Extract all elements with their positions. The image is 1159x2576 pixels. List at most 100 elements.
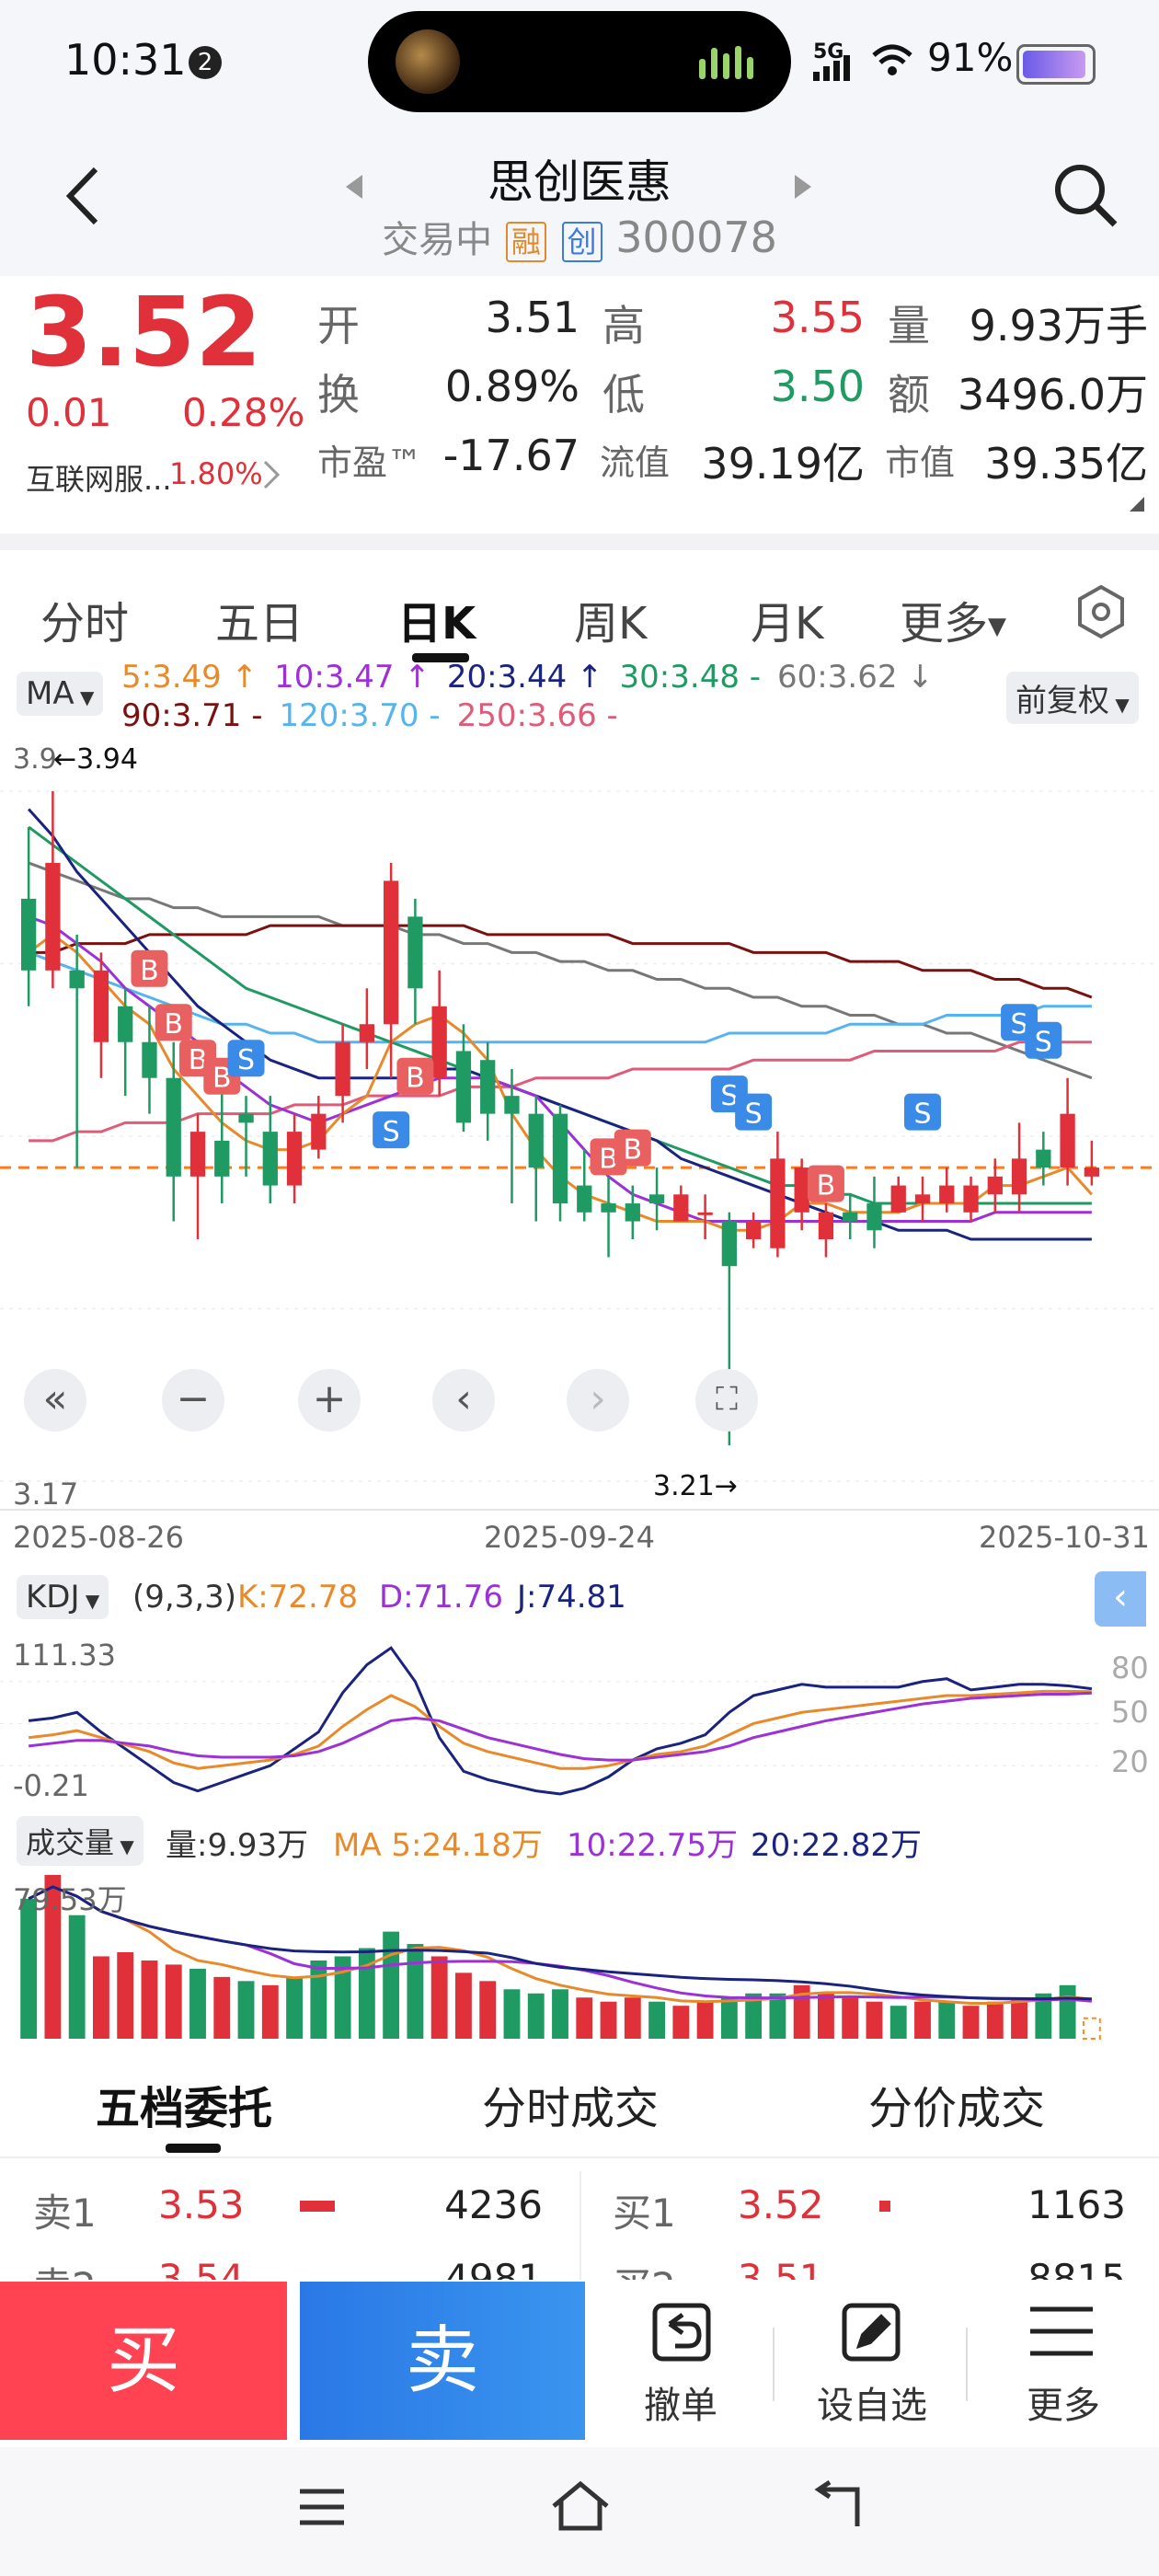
candle bbox=[142, 1041, 157, 1078]
low-marker-label: 3.21→ bbox=[653, 1470, 738, 1502]
candle bbox=[118, 1006, 133, 1042]
signal-letter: B bbox=[212, 1063, 232, 1095]
candle bbox=[455, 1051, 472, 1123]
buy1-bar bbox=[879, 2201, 890, 2212]
signal-badge bbox=[735, 1093, 773, 1131]
volume-chart[interactable] bbox=[0, 1868, 1159, 2042]
media-thumbnail bbox=[396, 29, 460, 94]
ma-legend-item-1: 10:3.47 ↑ bbox=[274, 659, 430, 696]
tab-monthly-k[interactable]: 月K bbox=[751, 598, 824, 650]
volume-bar bbox=[624, 1997, 641, 2039]
candle bbox=[407, 916, 423, 989]
signal-badge bbox=[1025, 1021, 1062, 1059]
divider bbox=[773, 2328, 775, 2401]
fullscreen-button[interactable]: ⛶ bbox=[695, 1369, 758, 1432]
undo-order-icon[interactable] bbox=[649, 2300, 714, 2364]
kdj-chart[interactable] bbox=[0, 1628, 1159, 1803]
signal-letter: S bbox=[1011, 1008, 1028, 1041]
divider bbox=[0, 1509, 1159, 1511]
signal-badge bbox=[373, 1111, 410, 1149]
volume-bar bbox=[552, 1989, 568, 2039]
volume-bar bbox=[986, 2001, 1004, 2039]
volume-bar bbox=[1059, 1984, 1076, 2039]
ma-legend-item-b-2: 250:3.66 - bbox=[456, 697, 618, 734]
volume-bar bbox=[527, 1993, 545, 2039]
amount-value: 3496.0万 bbox=[958, 370, 1148, 420]
scroll-left-button[interactable]: ‹ bbox=[432, 1369, 495, 1432]
volume-bar bbox=[261, 1984, 279, 2039]
recent-apps-icon[interactable] bbox=[296, 2484, 348, 2530]
back-icon[interactable] bbox=[61, 164, 107, 228]
volume-bar bbox=[430, 1956, 448, 2039]
add-watchlist-button[interactable]: 设自选 bbox=[817, 2385, 927, 2427]
signal-badge bbox=[614, 1129, 651, 1167]
sell-button[interactable]: 卖 bbox=[300, 2282, 585, 2440]
candle bbox=[673, 1194, 689, 1222]
candle bbox=[1060, 1113, 1075, 1168]
left-arrow-icon: ← bbox=[53, 743, 77, 776]
sector-pct[interactable]: 1.80% bbox=[169, 456, 263, 491]
edit-watchlist-icon[interactable] bbox=[839, 2300, 903, 2364]
menu-icon[interactable] bbox=[1027, 2302, 1096, 2361]
volume-bar bbox=[141, 1960, 158, 2039]
volume-ma5-line bbox=[28, 1885, 1093, 2006]
tab-tick-trades[interactable]: 分时成交 bbox=[482, 2083, 660, 2134]
kdj-d: D:71.76 bbox=[379, 1579, 503, 1616]
adjust-selector[interactable]: 前复权 ▼ bbox=[1006, 672, 1139, 724]
volume-selector[interactable]: 成交量 ▼ bbox=[17, 1816, 143, 1866]
buy-button[interactable]: 买 bbox=[0, 2282, 287, 2440]
zoom-out-button[interactable]: − bbox=[162, 1369, 224, 1432]
volume-bar bbox=[20, 1898, 38, 2039]
chinext-tag: 创 bbox=[561, 222, 602, 262]
candle bbox=[625, 1203, 640, 1222]
ma-selector[interactable]: MA ▼ bbox=[17, 672, 104, 716]
kdj-j: J:74.81 bbox=[517, 1579, 626, 1616]
kdj-selector[interactable]: KDJ ▼ bbox=[17, 1575, 109, 1619]
signal-letter: B bbox=[406, 1063, 425, 1095]
candle bbox=[818, 1212, 834, 1240]
jump-start-button[interactable]: « bbox=[24, 1369, 86, 1432]
volume-bar bbox=[696, 2001, 714, 2039]
sector-name[interactable]: 互联网服... bbox=[26, 462, 172, 497]
tab-price-trades[interactable]: 分价成交 bbox=[868, 2083, 1046, 2134]
zoom-in-button[interactable]: + bbox=[298, 1369, 361, 1432]
collapse-panel-button[interactable]: ‹ bbox=[1095, 1571, 1146, 1627]
tab-more[interactable]: 更多▼ bbox=[900, 587, 1006, 651]
tab-five-day[interactable]: 五日 bbox=[215, 598, 304, 650]
caret-down-icon: ▼ bbox=[1109, 694, 1130, 716]
back-nav-icon[interactable] bbox=[809, 2480, 865, 2532]
mcap-value: 39.35亿 bbox=[984, 439, 1148, 489]
tab-daily-k[interactable]: 日K bbox=[397, 598, 476, 650]
signal-badge bbox=[131, 949, 168, 987]
candle bbox=[504, 1096, 520, 1114]
volume-ma10: 10:22.75万 bbox=[567, 1827, 739, 1864]
volume-bar bbox=[165, 1964, 182, 2039]
signal-letter: S bbox=[913, 1098, 931, 1131]
signal-badge bbox=[904, 1093, 941, 1131]
volume-bar bbox=[213, 1976, 231, 2039]
tab-weekly-k[interactable]: 周K bbox=[574, 598, 648, 650]
dynamic-island[interactable] bbox=[368, 11, 791, 112]
search-icon[interactable] bbox=[1049, 158, 1122, 232]
kdj-level-50: 50 bbox=[1111, 1695, 1149, 1730]
cancel-order-button[interactable]: 撤单 bbox=[644, 2385, 717, 2427]
ma-legend-item-0: 5:3.49 ↑ bbox=[121, 659, 258, 696]
adjust-label: 前复权 bbox=[1016, 683, 1109, 719]
amount-label: 额 bbox=[888, 370, 930, 420]
tab-five-level[interactable]: 五档委托 bbox=[96, 2083, 273, 2134]
tab-intraday[interactable]: 分时 bbox=[40, 598, 130, 650]
prev-stock-icon[interactable] bbox=[342, 173, 364, 201]
settings-hex-icon[interactable] bbox=[1073, 583, 1130, 640]
sell1-bar bbox=[300, 2201, 335, 2212]
home-icon[interactable] bbox=[548, 2478, 613, 2534]
notification-badge: 2 bbox=[189, 46, 222, 79]
scroll-right-button[interactable]: › bbox=[567, 1369, 629, 1432]
candle bbox=[166, 1077, 181, 1177]
volume-bar bbox=[455, 1972, 472, 2039]
next-stock-icon[interactable] bbox=[793, 173, 815, 201]
expand-corner-icon[interactable] bbox=[1128, 495, 1146, 513]
more-button[interactable]: 更多 bbox=[1027, 2385, 1100, 2427]
trading-status: 交易中 bbox=[382, 219, 493, 261]
chevron-right-icon[interactable] bbox=[261, 458, 283, 491]
